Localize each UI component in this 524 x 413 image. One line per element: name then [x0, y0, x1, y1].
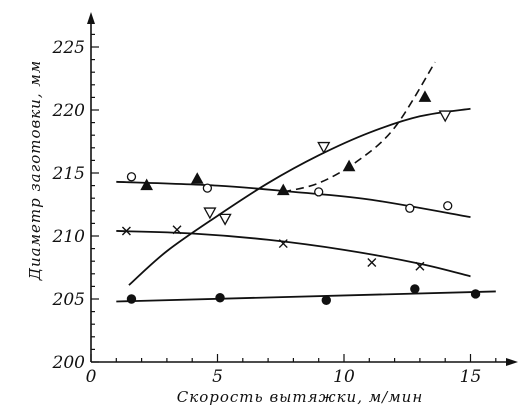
marker-filled-triangle: [276, 183, 290, 196]
marker-filled-triangle: [342, 159, 356, 172]
fit-curve-cross: [116, 230, 471, 278]
fit-curve-open-triangle-down: [128, 107, 471, 286]
marker-open-triangle-down: [218, 213, 232, 226]
fit-curve-filled-triangle: [283, 61, 436, 193]
fit-curve-open-circle: [116, 180, 471, 218]
y-axis-arrow: [87, 12, 95, 24]
marker-open-circle: [405, 203, 415, 213]
marker-open-circle: [443, 201, 453, 211]
y-axis-label: Диаметр заготовки, мм: [26, 60, 44, 281]
marker-cross-stroke: [121, 226, 131, 236]
marker-cross: [367, 257, 377, 267]
marker-cross: [415, 261, 425, 271]
y-tick-label: 200: [52, 353, 86, 373]
y-tick-label: 215: [52, 164, 85, 184]
marker-cross: [172, 225, 182, 235]
marker-open-circle: [314, 187, 324, 197]
marker-open-triangle-down: [438, 110, 452, 123]
ticks: [90, 33, 497, 363]
marker-open-triangle-down: [203, 207, 217, 220]
y-tick-label: 220: [52, 101, 86, 121]
x-tick-label: 5: [212, 367, 223, 387]
marker-cross: [278, 239, 288, 249]
x-axis-label: Скорость вытяжки, м/мин: [177, 388, 423, 406]
x-tick-label: 0: [86, 367, 97, 387]
marker-cross-stroke: [367, 257, 377, 267]
fit-curves: [116, 61, 496, 303]
y-tick-label: 205: [52, 290, 85, 310]
fit-curve-filled-circle: [116, 290, 496, 303]
marker-filled-circle: [410, 284, 420, 294]
tick-labels: 0 5 10 15 200 205 210 215 220 225: [52, 38, 482, 387]
data-markers: [121, 90, 481, 305]
marker-open-circle: [202, 183, 213, 193]
marker-cross: [121, 226, 131, 236]
x-tick-label: 15: [460, 367, 482, 387]
marker-filled-circle: [470, 289, 481, 299]
x-tick-label: 10: [333, 367, 355, 387]
x-axis-arrow: [506, 358, 518, 366]
marker-cross-stroke: [415, 261, 425, 271]
marker-filled-circle: [321, 295, 331, 305]
marker-filled-circle: [215, 293, 225, 303]
marker-cross-stroke: [278, 239, 288, 249]
marker-filled-triangle: [140, 178, 154, 191]
marker-open-circle: [126, 172, 137, 182]
marker-filled-circle: [126, 294, 137, 304]
axes: [87, 12, 518, 366]
marker-filled-triangle: [190, 172, 204, 184]
marker-cross-stroke: [172, 225, 182, 235]
marker-filled-triangle: [418, 90, 432, 102]
y-tick-label: 225: [52, 38, 85, 58]
marker-open-triangle-down: [317, 141, 331, 154]
y-tick-label: 210: [52, 227, 86, 247]
